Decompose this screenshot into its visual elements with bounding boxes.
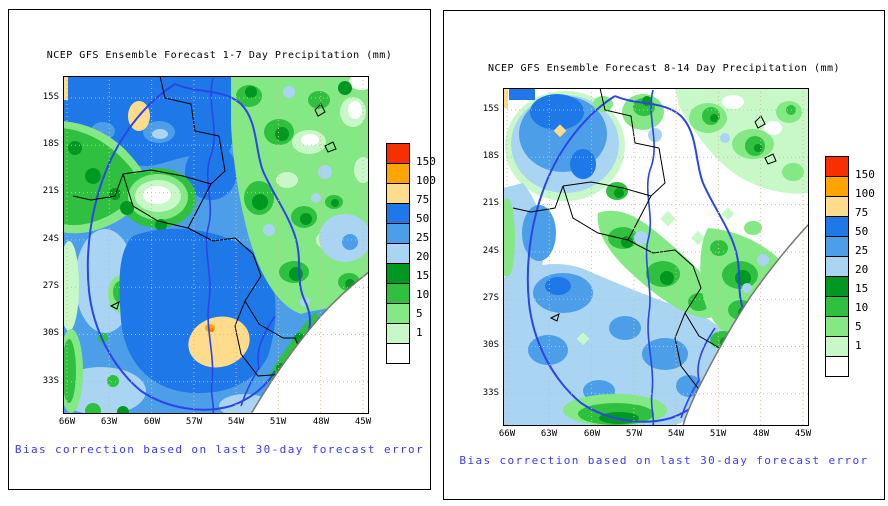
legend-color-cell: [825, 236, 849, 257]
legend-value: 150: [416, 155, 436, 168]
legend-value: 10: [416, 288, 430, 301]
lon-tick-label: 63W: [100, 417, 118, 427]
lat-tick-label: 33S: [482, 388, 499, 398]
map-plot-week2: 15S 18S 21S 24S 27S 30S 33S 66W 63W 60W …: [483, 88, 811, 439]
lon-tick-label: 54W: [667, 429, 685, 439]
legend-color-cell: [825, 276, 849, 297]
legend-value: 25: [855, 244, 869, 257]
legend-value: 20: [416, 250, 430, 263]
legend-color-cell: [825, 216, 849, 237]
lon-tick-label: 60W: [583, 429, 601, 439]
lon-tick-label: 51W: [709, 429, 727, 439]
lat-tick-label: 27S: [482, 293, 499, 303]
title-line-1: NCEP GFS Ensemble Forecast 1-7 Day Preci…: [46, 50, 393, 61]
legend-value: 75: [855, 206, 869, 219]
legend-color-cell: [825, 296, 849, 317]
legend-color-cell: [825, 196, 849, 217]
panel-week1-forecast: NCEP GFS Ensemble Forecast 1-7 Day Preci…: [8, 9, 436, 490]
legend-color-cell: [825, 356, 849, 377]
legend-color-cell: [825, 156, 849, 177]
legend-value: 15: [855, 282, 869, 295]
legend-color-cell: [386, 203, 410, 224]
lon-tick-label: 45W: [794, 429, 812, 439]
legend-value: 50: [416, 212, 430, 225]
legend-color-cell: [825, 336, 849, 357]
lon-tick-label: 66W: [498, 429, 516, 439]
precip-colorbar-week2: 150 100 75 50 25 20 15 10 5 1: [825, 156, 888, 377]
lat-tick-label: 24S: [42, 234, 59, 244]
legend-value: 5: [416, 307, 423, 320]
legend-value: 15: [416, 269, 430, 282]
lat-tick-label: 21S: [482, 198, 499, 208]
lat-tick-label: 18S: [482, 151, 499, 161]
legend-value: 75: [416, 193, 430, 206]
legend-color-cell: [386, 323, 410, 344]
lon-tick-label: 57W: [185, 417, 203, 427]
lat-tick-label: 30S: [42, 328, 59, 338]
lat-tick-label: 33S: [42, 376, 59, 386]
panel-week2-forecast: NCEP GFS Ensemble Forecast 8-14 Day Prec…: [443, 10, 885, 500]
precip-map-week2: [503, 88, 809, 426]
lon-tick-label: 63W: [540, 429, 558, 439]
legend-color-cell: [386, 243, 410, 264]
lon-tick-label: 60W: [143, 417, 161, 427]
legend-color-cell: [386, 223, 410, 244]
legend-color-cell: [386, 163, 410, 184]
bias-correction-caption: Bias correction based on last 30-day for…: [459, 454, 869, 467]
legend-color-cell: [825, 256, 849, 277]
legend-color-cell: [825, 316, 849, 337]
bias-correction-caption: Bias correction based on last 30-day for…: [14, 443, 425, 456]
lat-tick-label: 15S: [42, 92, 59, 102]
precip-map-week1: [63, 76, 369, 414]
lon-tick-label: 48W: [752, 429, 770, 439]
legend-color-cell: [386, 343, 410, 364]
legend-value: 10: [855, 301, 869, 314]
lat-tick-label: 30S: [482, 340, 499, 350]
map-plot-week1: 15S 18S 21S 24S 27S 30S 33S 66W 63W 60W …: [43, 76, 371, 427]
legend-value: 50: [855, 225, 869, 238]
lon-tick-label: 66W: [58, 417, 76, 427]
legend-value: 1: [855, 339, 862, 352]
lon-tick-label: 51W: [269, 417, 287, 427]
lat-tick-label: 27S: [42, 281, 59, 291]
lon-tick-label: 57W: [625, 429, 643, 439]
legend-value: 5: [855, 320, 862, 333]
legend-value: 20: [855, 263, 869, 276]
lat-tick-label: 18S: [42, 139, 59, 149]
legend-color-cell: [386, 263, 410, 284]
legend-color-cell: [386, 303, 410, 324]
legend-color-cell: [386, 143, 410, 164]
lat-tick-label: 15S: [482, 104, 499, 114]
lon-tick-label: 48W: [312, 417, 330, 427]
lat-tick-label: 21S: [42, 186, 59, 196]
legend-value: 100: [416, 174, 436, 187]
title-line-1: NCEP GFS Ensemble Forecast 8-14 Day Prec…: [487, 63, 841, 74]
precip-colorbar-week1: 150 100 75 50 25 20 15 10 5 1: [386, 143, 456, 364]
lon-tick-label: 54W: [227, 417, 245, 427]
lon-tick-label: 45W: [354, 417, 372, 427]
legend-color-cell: [825, 176, 849, 197]
legend-value: 150: [855, 168, 875, 181]
legend-value: 1: [416, 326, 423, 339]
legend-value: 100: [855, 187, 875, 200]
legend-color-cell: [386, 183, 410, 204]
lat-tick-label: 24S: [482, 246, 499, 256]
legend-color-cell: [386, 283, 410, 304]
legend-value: 25: [416, 231, 430, 244]
